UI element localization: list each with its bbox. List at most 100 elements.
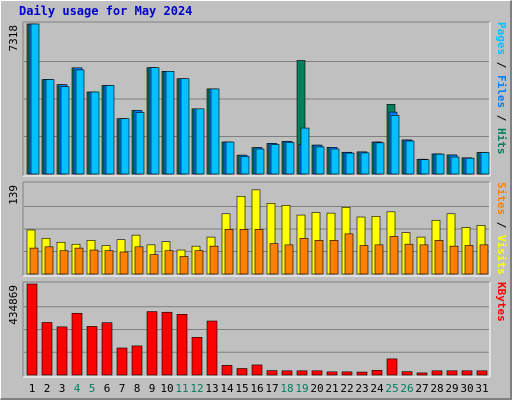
- x-tick-label-day-31: 31: [475, 382, 488, 395]
- x-tick-label-day-11: 11: [175, 382, 188, 395]
- x-tick-label-day-21: 21: [325, 382, 338, 395]
- x-tick-label-day-10: 10: [160, 382, 173, 395]
- x-tick-label-day-15: 15: [235, 382, 248, 395]
- bar-kbytes-day-3: [57, 327, 67, 375]
- bar-kbytes-day-7: [117, 348, 127, 375]
- bar-sites-day-27: [420, 245, 428, 274]
- x-tick-label-day-5: 5: [89, 382, 96, 395]
- legend-labels: KBytes: [495, 282, 508, 322]
- bar-kbytes-day-17: [267, 371, 277, 375]
- bar-kbytes-day-6: [102, 323, 112, 375]
- y-max-label: 434869: [7, 285, 20, 325]
- bar-pages-day-15: [241, 156, 249, 174]
- x-tick-label-day-30: 30: [460, 382, 473, 395]
- legend-hits: Hits: [495, 128, 508, 155]
- x-tick-label-day-8: 8: [134, 382, 141, 395]
- x-tick-label-day-4: 4: [74, 382, 81, 395]
- x-tick-label-day-28: 28: [430, 382, 443, 395]
- x-tick-label-day-19: 19: [295, 382, 308, 395]
- bar-sites-day-20: [315, 240, 323, 274]
- legend-pages: Pages: [495, 22, 508, 55]
- panel-kbytes: 434869 KBytes: [7, 282, 508, 377]
- bar-sites-day-2: [45, 247, 53, 274]
- bar-kbytes-day-23: [357, 372, 367, 375]
- bar-sites-day-24: [375, 245, 383, 274]
- legend-separator: /: [495, 55, 508, 75]
- bar-sites-day-12: [195, 251, 203, 274]
- x-tick-label-day-3: 3: [59, 382, 66, 395]
- bar-pages-day-30: [466, 158, 474, 174]
- bar-kbytes-day-2: [42, 322, 52, 375]
- bar-sites-day-25: [390, 236, 398, 274]
- bar-sites-day-9: [150, 255, 158, 274]
- bar-kbytes-day-11: [177, 314, 187, 375]
- bar-pages-day-2: [46, 80, 54, 174]
- bar-pages-day-5: [91, 92, 99, 174]
- bar-pages-day-24: [376, 143, 384, 174]
- bar-kbytes-day-5: [87, 326, 97, 375]
- bar-sites-day-31: [480, 245, 488, 274]
- bar-pages-day-18: [286, 142, 294, 174]
- bar-pages-day-22: [346, 153, 354, 174]
- x-tick-label-day-6: 6: [104, 382, 111, 395]
- bar-pages-day-27: [421, 160, 429, 174]
- bar-kbytes-day-19: [297, 371, 307, 375]
- bar-sites-day-14: [225, 229, 233, 274]
- bar-pages-day-9: [151, 68, 159, 174]
- bar-pages-day-20: [316, 147, 324, 174]
- x-tick-label-day-2: 2: [44, 382, 51, 395]
- x-tick-label-day-27: 27: [415, 382, 428, 395]
- bar-sites-day-6: [105, 251, 113, 274]
- bar-sites-day-4: [75, 248, 83, 274]
- bar-kbytes-day-26: [402, 372, 412, 375]
- bar-pages-day-12: [196, 109, 204, 174]
- x-tick-label-day-9: 9: [149, 382, 156, 395]
- bar-pages-day-21: [331, 149, 339, 174]
- bar-pages-day-25: [391, 115, 399, 174]
- x-tick-label-day-13: 13: [205, 382, 218, 395]
- x-tick-label-day-16: 16: [250, 382, 263, 395]
- legend-visits: Visits: [495, 235, 508, 275]
- bar-pages-day-10: [166, 71, 174, 174]
- bar-kbytes-day-18: [282, 371, 292, 375]
- bar-sites-day-28: [435, 240, 443, 274]
- bar-pages-day-23: [361, 153, 369, 174]
- bar-sites-day-7: [120, 252, 128, 274]
- bar-pages-day-19: [301, 128, 309, 174]
- bar-sites-day-29: [450, 246, 458, 274]
- x-tick-label-day-23: 23: [355, 382, 368, 395]
- legend-kbytes: KBytes: [495, 282, 508, 322]
- x-tick-label-day-25: 25: [385, 382, 398, 395]
- bar-pages-day-11: [181, 79, 189, 174]
- bar-pages-day-17: [271, 144, 279, 174]
- bar-sites-day-15: [240, 229, 248, 274]
- bar-kbytes-day-28: [432, 371, 442, 375]
- x-tick-label-day-29: 29: [445, 382, 458, 395]
- bar-kbytes-day-25: [387, 359, 397, 375]
- bar-pages-day-29: [451, 157, 459, 174]
- bar-sites-day-16: [255, 229, 263, 274]
- bar-pages-day-14: [226, 142, 234, 174]
- bar-sites-day-11: [180, 257, 188, 274]
- legend-separator: /: [495, 215, 508, 235]
- bar-sites-day-10: [165, 251, 173, 274]
- bar-sites-day-13: [210, 246, 218, 274]
- y-max-label: 139: [7, 185, 20, 205]
- bar-kbytes-day-21: [327, 372, 337, 375]
- bar-kbytes-day-4: [72, 313, 82, 375]
- bar-pages-day-1: [31, 24, 39, 174]
- bar-sites-day-5: [90, 250, 98, 274]
- bar-kbytes-day-1: [27, 284, 37, 375]
- bar-kbytes-day-20: [312, 371, 322, 375]
- x-tick-label-day-14: 14: [220, 382, 234, 395]
- bar-pages-day-8: [136, 113, 144, 174]
- x-tick-label-day-1: 1: [29, 382, 36, 395]
- bar-sites-day-19: [300, 238, 308, 274]
- legend-separator: /: [495, 108, 508, 128]
- bar-kbytes-day-27: [417, 373, 427, 375]
- bar-sites-day-8: [135, 247, 143, 274]
- x-tick-label-day-20: 20: [310, 382, 323, 395]
- bar-pages-day-16: [256, 149, 264, 174]
- bar-sites-day-22: [345, 234, 353, 274]
